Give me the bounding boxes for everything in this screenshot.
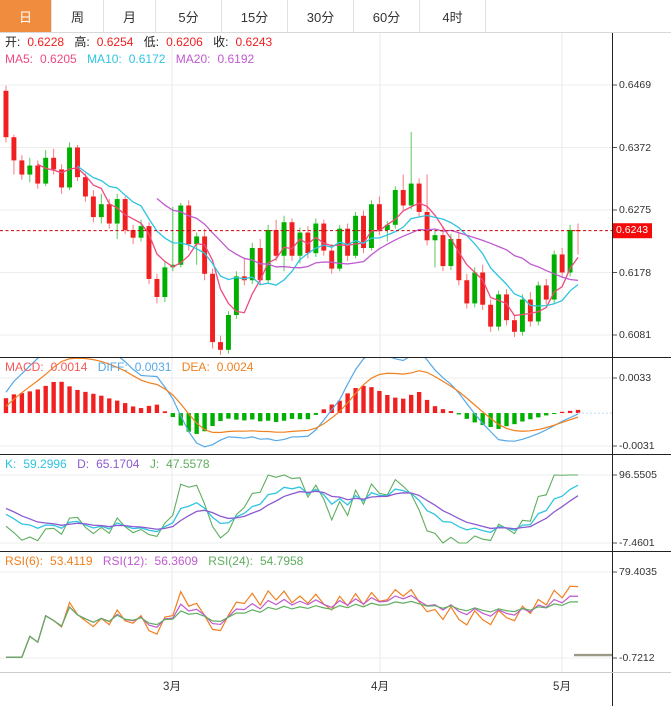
kdj-panel[interactable]: 96.5505 -7.4601 (0, 455, 671, 551)
d-label: D: (77, 457, 90, 471)
kdj-axis-label: -7.4601 (619, 536, 655, 549)
separator-kdj-rsi (0, 551, 671, 552)
price-plot[interactable] (0, 33, 612, 357)
ma5-label: MA5: (5, 52, 34, 66)
price-ohlc-legend: 开: 0.6228 高: 0.6254 低: 0.6206 收: 0.6243 (5, 36, 279, 48)
ma20-label: MA20: (175, 52, 211, 66)
price-axis-label: 0.6372 (619, 141, 652, 154)
macd-axis-ticks (613, 377, 617, 447)
rsi12-value: 56.3609 (154, 554, 198, 568)
macd-panel[interactable]: 0.0033 -0.0031 (0, 358, 671, 454)
macd-chart-svg (0, 358, 612, 454)
dea-value: 0.0024 (216, 360, 254, 374)
kdj-plot[interactable] (0, 455, 612, 551)
rsi-plot[interactable] (0, 552, 612, 672)
k-value: 59.2996 (23, 457, 67, 471)
price-axis-label: 0.6469 (619, 78, 652, 91)
price-axis-label: 0.6178 (619, 266, 652, 279)
d-value: 65.1704 (96, 457, 140, 471)
rsi24-value: 54.7958 (259, 554, 304, 568)
tab-30min[interactable]: 30分 (288, 0, 354, 32)
separator-macd-kdj (0, 454, 671, 455)
diff-value: 0.0031 (134, 360, 172, 374)
x-axis-label: 3月 (163, 681, 181, 693)
diff-label: DIFF: (97, 360, 128, 374)
tab-4hour[interactable]: 4时 (420, 0, 486, 32)
ma20-value: 0.6192 (217, 52, 255, 66)
macd-axis-label: 0.0033 (619, 371, 652, 384)
x-axis-label: 4月 (371, 681, 389, 693)
ma10-value: 0.6172 (128, 52, 166, 66)
tab-30min-label: 30分 (306, 9, 335, 25)
tab-day[interactable]: 日 (0, 0, 52, 32)
rsi12-label: RSI(12): (102, 554, 148, 568)
kdj-axis: 96.5505 -7.4601 (612, 455, 671, 551)
price-panel[interactable]: 0.6469 0.6372 0.6275 0.6178 0.6081 (0, 33, 671, 357)
tab-week-label: 周 (70, 9, 84, 25)
price-axis-label: 0.6275 (619, 203, 652, 216)
x-axis: 3月 4月 5月 (0, 672, 671, 706)
close-value: 0.6243 (235, 35, 273, 49)
low-label: 低: (143, 35, 160, 49)
high-value: 0.6254 (96, 35, 134, 49)
price-axis: 0.6469 0.6372 0.6275 0.6178 0.6081 (612, 33, 671, 357)
separator-price-macd (0, 357, 671, 358)
rsi6-label: RSI(6): (5, 554, 44, 568)
macd-plot[interactable] (0, 358, 612, 454)
price-chart-svg (0, 33, 612, 357)
open-label: 开: (5, 35, 21, 49)
chart-stack: 0.6469 0.6372 0.6275 0.6178 0.6081 开: 0.6228 … (0, 33, 671, 706)
kdj-axis-ticks (613, 474, 617, 544)
tab-60min[interactable]: 60分 (354, 0, 420, 32)
tab-15min[interactable]: 15分 (222, 0, 288, 32)
tab-4hour-label: 4时 (442, 9, 463, 25)
x-axis-label: 5月 (553, 681, 571, 693)
macd-legend: MACD: 0.0014 DIFF: 0.0031 DEA: 0.0024 (5, 361, 260, 373)
rsi-legend: RSI(6): 53.4119 RSI(12): 56.3609 RSI(24): 5… (5, 555, 310, 567)
tab-15min-label: 15分 (240, 9, 269, 25)
k-label: K: (5, 457, 17, 471)
rsi-panel[interactable]: 79.4035 -0.7212 (0, 552, 671, 672)
rsi6-value: 53.4119 (50, 554, 93, 568)
j-value: 47.5578 (166, 457, 210, 471)
tab-month-label: 月 (122, 9, 136, 25)
x-axis-right-edge (612, 673, 613, 706)
rsi24-label: RSI(24): (208, 554, 253, 568)
dea-label: DEA: (181, 360, 210, 374)
tab-month[interactable]: 月 (104, 0, 156, 32)
tab-week[interactable]: 周 (52, 0, 104, 32)
tab-5min[interactable]: 5分 (156, 0, 222, 32)
price-axis-label: 0.6081 (619, 328, 652, 341)
price-ma-legend: MA5: 0.6205 MA10: 0.6172 MA20: 0.6192 (5, 53, 261, 65)
tab-60min-label: 60分 (372, 9, 401, 25)
low-value: 0.6206 (166, 35, 203, 49)
rsi-axis: 79.4035 -0.7212 (612, 552, 671, 672)
macd-axis-label: -0.0031 (619, 439, 655, 452)
price-axis-ticks (613, 84, 617, 336)
tab-day-label: 日 (18, 9, 32, 25)
kdj-chart-svg (0, 455, 612, 551)
tab-bar-filler (486, 0, 671, 32)
current-price-flag: 0.6243 (613, 222, 653, 239)
ma5-value: 0.6205 (40, 52, 77, 66)
kdj-legend: K: 59.2996 D: 65.1704 J: 47.5578 (5, 458, 217, 470)
rsi-axis-label: 79.4035 (619, 565, 657, 578)
kdj-axis-label: 96.5505 (619, 468, 657, 481)
rsi-axis-label: -0.7212 (619, 651, 655, 664)
high-label: 高: (74, 35, 90, 49)
tab-5min-label: 5分 (178, 9, 199, 25)
close-label: 收: (213, 35, 229, 49)
ma10-label: MA10: (87, 52, 122, 66)
macd-label: MACD: (5, 360, 44, 374)
macd-axis: 0.0033 -0.0031 (612, 358, 671, 454)
timeframe-tab-bar: 日 周 月 5分 15分 30分 60分 4时 (0, 0, 671, 33)
rsi-chart-svg (0, 552, 612, 672)
open-value: 0.6228 (27, 35, 65, 49)
rsi-axis-ticks (613, 571, 617, 659)
macd-value: 0.0014 (50, 360, 88, 374)
j-label: J: (149, 457, 160, 471)
